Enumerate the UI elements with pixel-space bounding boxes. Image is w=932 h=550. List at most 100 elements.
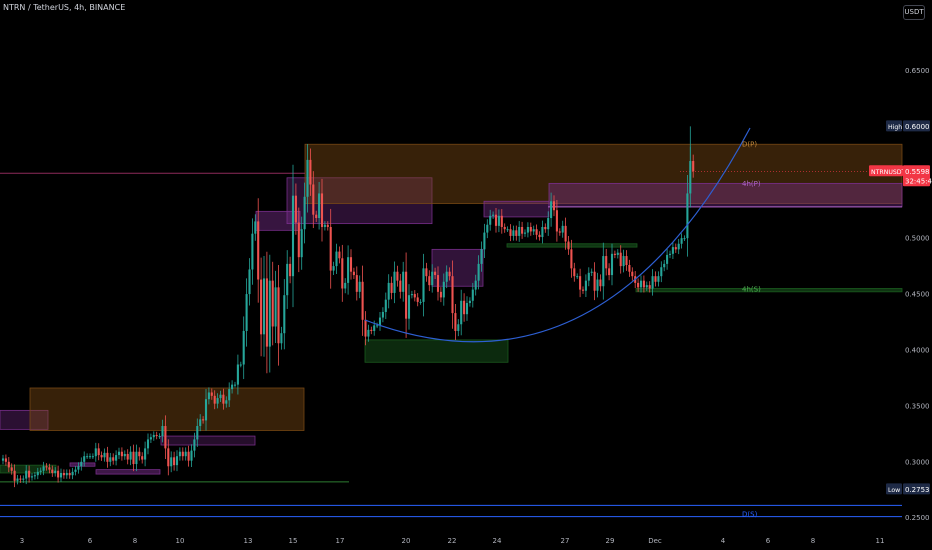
- candle-body[interactable]: [332, 266, 335, 271]
- candle-body[interactable]: [445, 271, 448, 282]
- candle-body[interactable]: [152, 434, 155, 438]
- candle-body[interactable]: [100, 455, 103, 458]
- candle-body[interactable]: [692, 161, 695, 172]
- candle-body[interactable]: [320, 193, 324, 227]
- candle-body[interactable]: [637, 282, 640, 288]
- candle-body[interactable]: [103, 452, 106, 458]
- candle-body[interactable]: [19, 478, 22, 480]
- candle-body[interactable]: [335, 251, 338, 267]
- candle-body[interactable]: [109, 457, 112, 462]
- candle-body[interactable]: [651, 276, 654, 289]
- candle-body[interactable]: [361, 281, 364, 320]
- candle-body[interactable]: [202, 419, 205, 421]
- candle-body[interactable]: [558, 231, 561, 233]
- candle-body[interactable]: [680, 238, 683, 244]
- candle-body[interactable]: [126, 453, 129, 460]
- green-zone[interactable]: [0, 464, 57, 474]
- purple-zone[interactable]: [255, 210, 301, 231]
- candle-body[interactable]: [204, 399, 208, 421]
- candle-body[interactable]: [144, 448, 147, 460]
- candle-body[interactable]: [544, 226, 547, 230]
- candle-body[interactable]: [616, 252, 619, 255]
- candle-body[interactable]: [86, 456, 89, 458]
- candle-body[interactable]: [210, 392, 213, 396]
- candle-body[interactable]: [239, 364, 242, 366]
- candle-body[interactable]: [552, 201, 556, 211]
- candle-body[interactable]: [390, 282, 393, 293]
- candle-body[interactable]: [138, 451, 141, 457]
- candle-body[interactable]: [187, 451, 190, 461]
- candle-body[interactable]: [178, 451, 181, 457]
- candle-body[interactable]: [532, 229, 535, 232]
- candle-body[interactable]: [88, 456, 92, 458]
- candle-body[interactable]: [155, 434, 158, 437]
- candle-body[interactable]: [39, 470, 42, 472]
- candle-body[interactable]: [233, 384, 237, 386]
- candle-body[interactable]: [74, 469, 77, 472]
- candle-body[interactable]: [518, 226, 521, 236]
- candle-body[interactable]: [294, 195, 297, 223]
- candle-body[interactable]: [419, 301, 422, 303]
- candle-body[interactable]: [68, 472, 71, 476]
- candle-body[interactable]: [318, 193, 321, 219]
- candle-body[interactable]: [33, 475, 36, 477]
- rounding-bottom-curve[interactable]: [364, 127, 751, 343]
- candle-body[interactable]: [428, 276, 431, 286]
- candle-body[interactable]: [628, 265, 631, 272]
- green-zone[interactable]: [635, 288, 903, 293]
- candle-body[interactable]: [251, 233, 254, 270]
- candle-body[interactable]: [262, 278, 266, 335]
- candle-body[interactable]: [576, 276, 579, 278]
- candle-body[interactable]: [608, 268, 611, 276]
- candle-body[interactable]: [674, 247, 677, 250]
- candle-body[interactable]: [523, 232, 527, 234]
- candle-body[interactable]: [613, 253, 616, 255]
- candle-body[interactable]: [242, 330, 245, 365]
- candle-body[interactable]: [463, 300, 466, 315]
- candle-body[interactable]: [129, 451, 132, 460]
- candle-body[interactable]: [196, 426, 199, 440]
- candle-body[interactable]: [486, 224, 489, 233]
- candle-body[interactable]: [596, 279, 599, 291]
- purple-zone[interactable]: [69, 462, 96, 467]
- candle-body[interactable]: [291, 195, 295, 277]
- candle-body[interactable]: [468, 300, 471, 304]
- candle-body[interactable]: [30, 476, 34, 478]
- candle-body[interactable]: [297, 222, 300, 258]
- candle-body[interactable]: [381, 311, 384, 318]
- candle-body[interactable]: [120, 451, 123, 457]
- candle-body[interactable]: [639, 280, 643, 288]
- candle-body[interactable]: [541, 226, 544, 238]
- candle-body[interactable]: [367, 329, 370, 337]
- candle-body[interactable]: [254, 221, 257, 234]
- candle-body[interactable]: [529, 226, 532, 232]
- candle-body[interactable]: [13, 470, 16, 481]
- candle-body[interactable]: [193, 439, 196, 451]
- candle-body[interactable]: [436, 275, 440, 292]
- candle-body[interactable]: [442, 281, 445, 298]
- candle-body[interactable]: [231, 384, 234, 390]
- candle-body[interactable]: [16, 478, 19, 481]
- candle-body[interactable]: [161, 426, 164, 437]
- candle-body[interactable]: [80, 461, 83, 467]
- candle-body[interactable]: [416, 297, 419, 302]
- candle-body[interactable]: [677, 243, 680, 250]
- candle-body[interactable]: [648, 285, 651, 289]
- candle-body[interactable]: [112, 457, 115, 461]
- candle-body[interactable]: [274, 287, 277, 327]
- candle-body[interactable]: [503, 226, 506, 230]
- candle-body[interactable]: [584, 280, 587, 291]
- candle-body[interactable]: [654, 276, 657, 282]
- candle-body[interactable]: [207, 392, 210, 400]
- candle-body[interactable]: [373, 325, 376, 331]
- candle-body[interactable]: [561, 225, 564, 233]
- candle-body[interactable]: [593, 271, 596, 291]
- candle-body[interactable]: [59, 472, 63, 478]
- candle-body[interactable]: [167, 448, 170, 467]
- candle-body[interactable]: [349, 257, 353, 272]
- candle-body[interactable]: [10, 467, 13, 471]
- candle-body[interactable]: [115, 455, 118, 461]
- candle-body[interactable]: [410, 294, 413, 296]
- candle-body[interactable]: [483, 232, 486, 250]
- candle-body[interactable]: [260, 279, 263, 335]
